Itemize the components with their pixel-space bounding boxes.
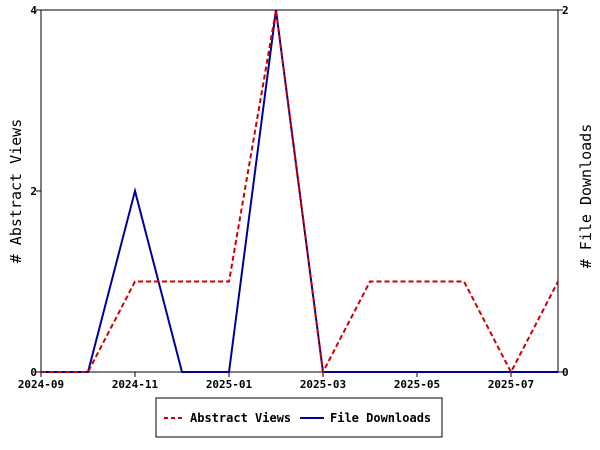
x-tick-label: 2025-07	[488, 378, 534, 391]
series-line-abstract-views	[41, 9, 559, 376]
y-axis-left: 0 2 4	[30, 4, 41, 379]
series-line-file-downloads	[41, 9, 558, 373]
series-group	[41, 9, 559, 376]
legend-label-file-downloads: File Downloads	[330, 411, 431, 425]
legend-box	[155, 397, 443, 438]
y-axis-title-left: # Abstract Views	[7, 119, 25, 264]
x-tick-label: 2025-05	[394, 378, 440, 391]
x-tick-label: 2025-03	[300, 378, 346, 391]
y-tick-label-left: 4	[30, 4, 37, 17]
x-tick-label: 2024-09	[18, 378, 64, 391]
y-axis-title-right: # File Downloads	[577, 124, 595, 269]
x-axis: 2024-09 2024-11 2025-01 2025-03 2025-05 2025-…	[18, 372, 534, 391]
y-tick-label-left: 0	[30, 366, 37, 379]
y-axis-right: 02	[558, 4, 569, 379]
y-tick-label-right: 0	[562, 366, 569, 379]
x-tick-label: 2024-11	[112, 378, 159, 391]
legend-label-abstract-views: Abstract Views	[190, 411, 291, 425]
legend: Abstract Views File Downloads	[155, 397, 443, 438]
y-tick-label-right: 2	[562, 4, 569, 17]
y-tick-label-left: 2	[30, 185, 37, 198]
x-tick-label: 2025-01	[206, 378, 253, 391]
